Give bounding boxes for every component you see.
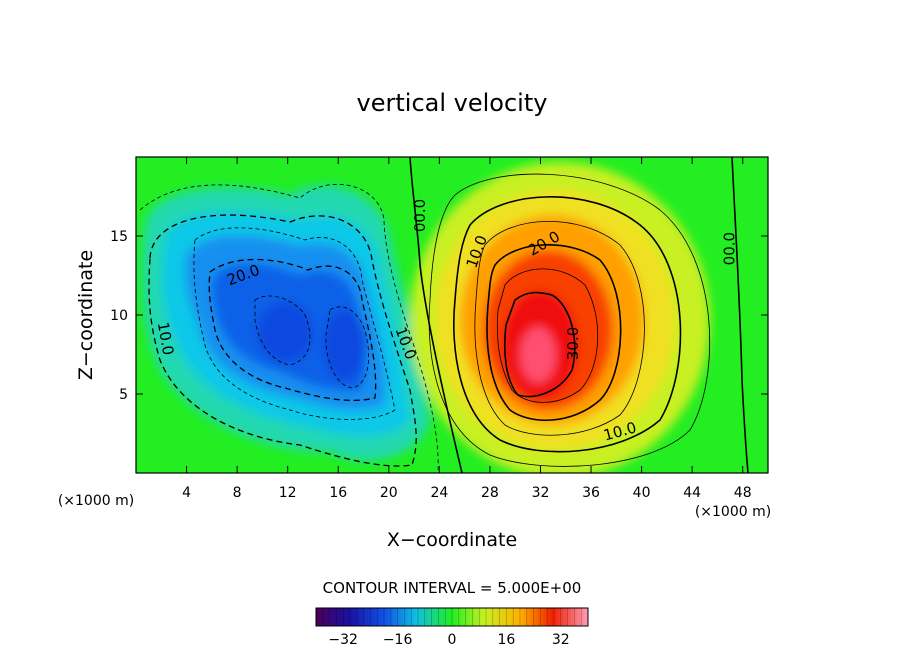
contour-plus-5: [428, 173, 711, 467]
y-axis-ticks: 5 10 15: [110, 229, 768, 403]
contour-label: 10.0: [154, 321, 178, 357]
x-tick-label: 36: [582, 485, 600, 501]
colorbar-tick-label: −16: [383, 632, 413, 648]
y-tick-label: 10: [110, 308, 128, 324]
updraft-peak-region: [520, 327, 556, 383]
colorbar-tick-label: 0: [448, 632, 457, 648]
contour-plus-15: [474, 221, 645, 436]
contour-plus-10: [453, 196, 682, 453]
y-tick-label: 5: [119, 387, 128, 403]
x-tick-label: 44: [683, 485, 701, 501]
x-tick-label: 8: [233, 485, 242, 501]
y-unit-label: (×1000 m): [58, 493, 134, 509]
contour-plus-25: [496, 268, 599, 403]
contour-zero-right: [731, 157, 749, 473]
y-axis-title: Z−coordinate: [75, 250, 97, 380]
chart-title: vertical velocity: [357, 89, 548, 117]
contour-minus-20: [208, 258, 377, 401]
contour-minus-25-left: [254, 295, 311, 366]
contour-minus-25-right: [325, 306, 369, 389]
x-tick-label: 40: [633, 485, 651, 501]
colorbar-gradient: [316, 608, 588, 626]
contour-label: 30.0: [564, 327, 582, 360]
contour-label: 00.0: [721, 232, 739, 265]
x-tick-label: 20: [380, 485, 398, 501]
x-tick-label: 28: [481, 485, 499, 501]
velocity-field: 20.010.0 10.000.010.0 20.030.010.000.0: [139, 157, 749, 473]
contour-lines: [139, 157, 749, 473]
x-tick-label: 24: [430, 485, 448, 501]
x-tick-label: 32: [532, 485, 550, 501]
contour-minus-10: [148, 214, 417, 467]
contour-plus-20: [486, 244, 622, 422]
y-tick-label: 15: [110, 229, 128, 245]
contour-minus-5: [139, 183, 439, 473]
contour-minus-15: [193, 227, 396, 420]
colorbar-frame: [315, 607, 589, 627]
contour-label: 00.0: [411, 199, 429, 232]
x-tick-label: 16: [329, 485, 347, 501]
colorbar-ticks: −32 −16 0 16 32: [328, 632, 569, 648]
colorbar-tick-label: 32: [552, 632, 570, 648]
x-unit-label: (×1000 m): [695, 504, 771, 520]
x-axis-ticks: 4 8 12 16 20 24 28 32 36 40 44 48: [182, 157, 752, 501]
x-tick-label: 12: [279, 485, 297, 501]
colorbar: −32 −16 0 16 32: [315, 607, 589, 648]
downdraft-core-right: [323, 310, 367, 380]
colorbar-tick-label: 16: [497, 632, 515, 648]
downdraft-core-left: [257, 302, 313, 362]
x-tick-label: 48: [734, 485, 752, 501]
colorbar-tick-label: −32: [328, 632, 358, 648]
colorbar-segments: [322, 608, 582, 626]
contour-zero-left: [409, 157, 463, 473]
contour-interval-label: CONTOUR INTERVAL = 5.000E+00: [323, 579, 582, 597]
contour-plus-30: [504, 291, 576, 398]
x-axis-title: X−coordinate: [387, 529, 517, 551]
x-tick-label: 4: [182, 485, 191, 501]
